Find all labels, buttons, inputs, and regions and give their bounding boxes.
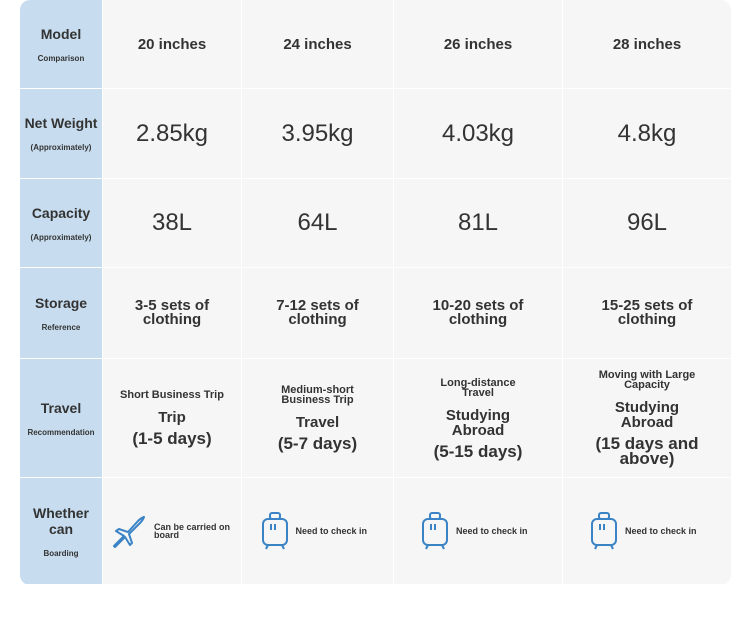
table-cell: 7-12 sets of clothing (242, 268, 393, 358)
row-title: Capacity (31, 204, 91, 221)
model-size: 28 inches (612, 35, 682, 53)
travel-note: Moving with Large Capacity (598, 369, 696, 391)
storage-value: 7-12 sets of clothing (276, 297, 359, 328)
suitcase-icon (422, 512, 448, 550)
boarding-text: Need to check in (456, 526, 528, 536)
table-cell: 10-20 sets of clothing (394, 268, 562, 358)
row-title: Model (40, 25, 82, 42)
row-subtitle: (Approximately) (30, 143, 92, 152)
table-cell: 4.03kg (394, 89, 562, 178)
row-title: Travel (40, 399, 82, 416)
row-subtitle: Recommendation (27, 427, 95, 437)
table-cell: Can be carried on board (103, 478, 241, 584)
table-cell: Moving with Large Capacity Studying Abroa… (563, 359, 731, 477)
travel-note: Medium-short Business Trip (281, 384, 354, 406)
row-header: Travel Recommendation (20, 359, 102, 478)
spec-value: 81L (457, 209, 499, 236)
table-cell: 96L (563, 179, 731, 267)
travel-note: Short Business Trip (120, 389, 224, 401)
row-title: Net Weight (24, 115, 98, 131)
travel-days: (15 days and above) (595, 434, 699, 468)
row-subtitle: (Approximately) (30, 232, 92, 242)
table-cell: 4.8kg (563, 89, 731, 178)
spec-value: 64L (297, 209, 338, 236)
table-cell: 28 inches (563, 0, 731, 88)
table-cell: Need to check in (394, 478, 562, 584)
row-title: Storage (34, 294, 88, 311)
suitcase-icon (591, 512, 617, 550)
storage-value: 10-20 sets of clothing (432, 297, 524, 328)
table-cell: 3-5 sets of clothing (103, 268, 241, 358)
spec-value: 38L (151, 209, 193, 236)
row-header: Net Weight (Approximately) (20, 89, 102, 179)
row-subtitle: Boarding (43, 548, 79, 558)
table-cell: 20 inches (103, 0, 241, 88)
model-size: 26 inches (443, 35, 513, 53)
storage-value: 15-25 sets of clothing (601, 297, 693, 328)
model-size: 24 inches (283, 35, 352, 53)
table-cell: 64L (242, 179, 393, 267)
row-header: Whether can Boarding (20, 478, 102, 585)
table-cell: 15-25 sets of clothing (563, 268, 731, 358)
table-cell: Need to check in (242, 478, 393, 584)
row-title: Whether can (33, 504, 89, 537)
spec-value: 2.85kg (135, 119, 209, 147)
travel-main: Studying Abroad (614, 399, 680, 431)
boarding-text: Can be carried on board (154, 522, 231, 540)
spec-value: 4.03kg (441, 119, 515, 147)
travel-days: (1-5 days) (132, 429, 212, 448)
comparison-table: Model Comparison 20 inches 24 inches 26 inch… (20, 0, 731, 585)
travel-days: (5-15 days) (433, 441, 523, 461)
table-cell: Long-distance Travel Studying Abroad (5-15… (394, 359, 562, 477)
spec-value: 4.8kg (617, 119, 677, 147)
table-cell: 38L (103, 179, 241, 267)
table-cell: 3.95kg (242, 89, 393, 178)
row-header: Model Comparison (20, 0, 102, 89)
row-header: Capacity (Approximately) (20, 179, 102, 268)
storage-value: 3-5 sets of clothing (134, 297, 210, 328)
travel-note: Long-distance Travel (440, 376, 516, 399)
table-cell: 2.85kg (103, 89, 241, 178)
row-header: Storage Reference (20, 268, 102, 359)
spec-value: 3.95kg (281, 119, 354, 147)
travel-main: Trip (158, 409, 186, 426)
model-size: 20 inches (137, 35, 207, 53)
table-cell: Need to check in (563, 478, 731, 584)
row-subtitle: Reference (41, 322, 81, 332)
plane-icon (113, 516, 145, 548)
table-cell: 24 inches (242, 0, 393, 88)
travel-main: Studying Abroad (445, 406, 511, 439)
table-cell: 26 inches (394, 0, 562, 88)
table-cell: Medium-short Business Trip Travel (5-7 day… (242, 359, 393, 477)
spec-value: 96L (626, 209, 668, 236)
table-cell: 81L (394, 179, 562, 267)
table-cell: Short Business Trip Trip (1-5 days) (103, 359, 241, 477)
travel-days: (5-7 days) (277, 434, 358, 453)
row-subtitle: Comparison (37, 53, 85, 63)
boarding-text: Need to check in (295, 526, 368, 536)
travel-main: Travel (295, 414, 340, 431)
suitcase-icon (261, 512, 288, 550)
boarding-text: Need to check in (625, 526, 697, 536)
